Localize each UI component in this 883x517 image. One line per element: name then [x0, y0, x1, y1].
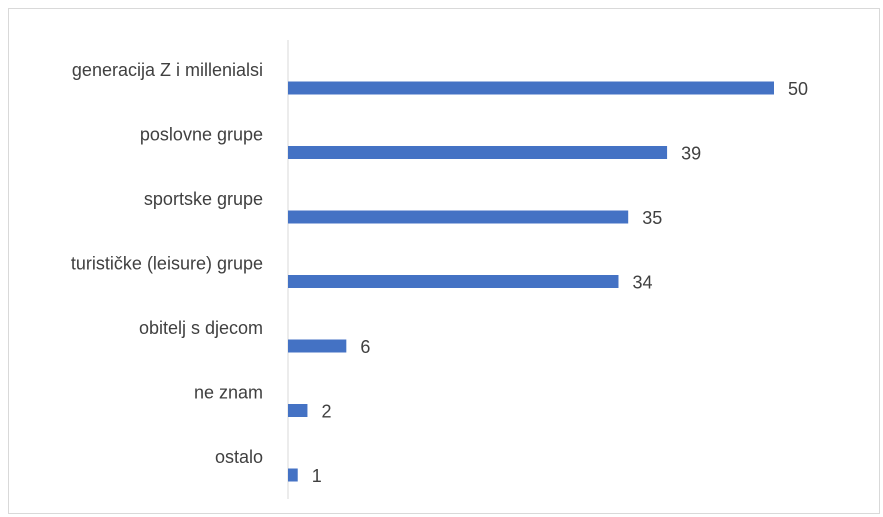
- bar: [288, 275, 619, 288]
- bars-group: [288, 81, 774, 482]
- category-label: generacija Z i millenialsi: [72, 60, 263, 80]
- value-label: 2: [321, 402, 331, 422]
- bar: [288, 339, 347, 353]
- category-label: ne znam: [194, 383, 263, 403]
- bar-chart: generacija Z i millenialsi poslovne grupe…: [71, 40, 808, 499]
- value-label: 6: [360, 337, 370, 357]
- category-label: ostalo: [215, 447, 263, 467]
- category-label: poslovne grupe: [140, 125, 263, 145]
- category-label: sportske grupe: [144, 189, 263, 209]
- bar: [288, 81, 774, 95]
- bar: [288, 210, 629, 224]
- value-label: 39: [681, 144, 701, 164]
- chart-frame: generacija Z i millenialsi poslovne grupe…: [8, 8, 880, 514]
- category-label: turističke (leisure) grupe: [71, 254, 263, 274]
- value-label: 50: [788, 79, 808, 99]
- value-label: 35: [642, 208, 662, 228]
- value-label: 1: [312, 466, 322, 486]
- value-labels: 50 39 35 34 6 2 1: [312, 79, 808, 486]
- value-label: 34: [632, 273, 652, 293]
- bar: [288, 146, 668, 159]
- bar: [288, 404, 308, 417]
- category-labels: generacija Z i millenialsi poslovne grupe…: [71, 60, 263, 467]
- category-label: obitelj s djecom: [139, 318, 263, 338]
- bar: [288, 468, 298, 482]
